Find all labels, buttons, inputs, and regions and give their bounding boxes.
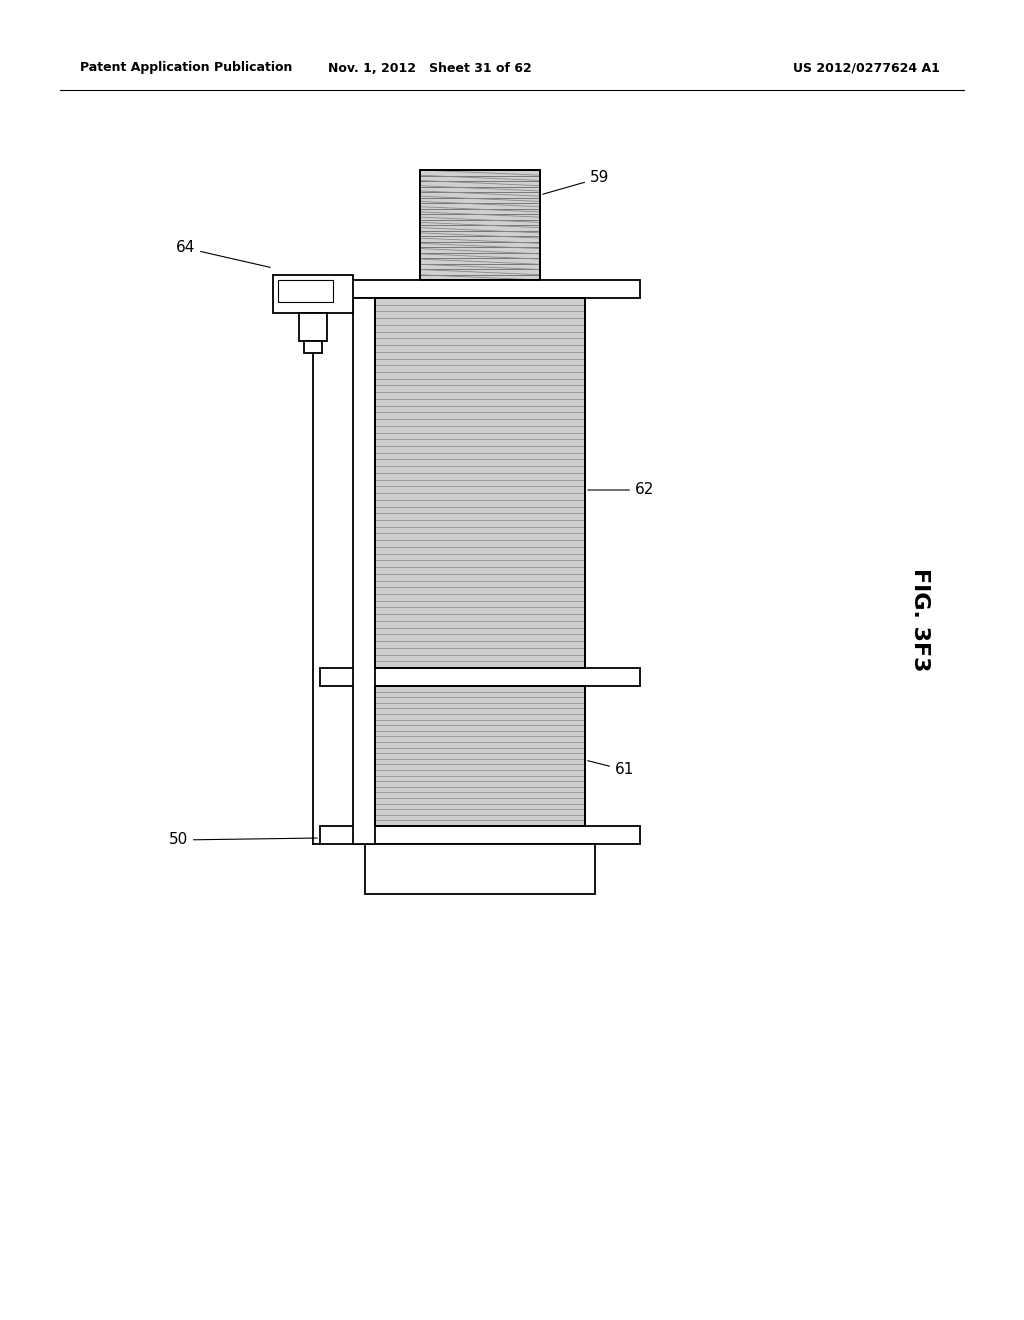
Text: 59: 59 xyxy=(543,170,609,194)
Bar xyxy=(319,280,640,298)
Bar xyxy=(299,313,327,341)
Bar xyxy=(375,298,585,668)
Text: 50: 50 xyxy=(169,833,317,847)
Text: US 2012/0277624 A1: US 2012/0277624 A1 xyxy=(794,62,940,74)
Text: 62: 62 xyxy=(588,483,654,498)
Text: Patent Application Publication: Patent Application Publication xyxy=(80,62,293,74)
Text: FIG. 3F3: FIG. 3F3 xyxy=(910,568,930,672)
Text: Nov. 1, 2012   Sheet 31 of 62: Nov. 1, 2012 Sheet 31 of 62 xyxy=(328,62,531,74)
Bar xyxy=(365,843,595,894)
Bar xyxy=(420,170,540,280)
Bar xyxy=(375,298,585,668)
Text: 61: 61 xyxy=(588,760,635,777)
Bar xyxy=(273,275,353,313)
Bar xyxy=(375,686,585,826)
Bar xyxy=(278,280,333,302)
Bar xyxy=(319,668,640,686)
Bar xyxy=(375,686,585,826)
Bar xyxy=(304,341,322,352)
Text: 64: 64 xyxy=(176,240,270,268)
Bar xyxy=(420,170,540,280)
Bar xyxy=(353,298,375,843)
Bar xyxy=(319,826,640,843)
